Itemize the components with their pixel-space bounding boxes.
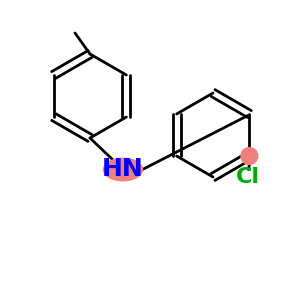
- Text: Cl: Cl: [236, 167, 260, 187]
- Ellipse shape: [103, 158, 142, 181]
- Text: HN: HN: [102, 158, 144, 182]
- Circle shape: [241, 148, 258, 164]
